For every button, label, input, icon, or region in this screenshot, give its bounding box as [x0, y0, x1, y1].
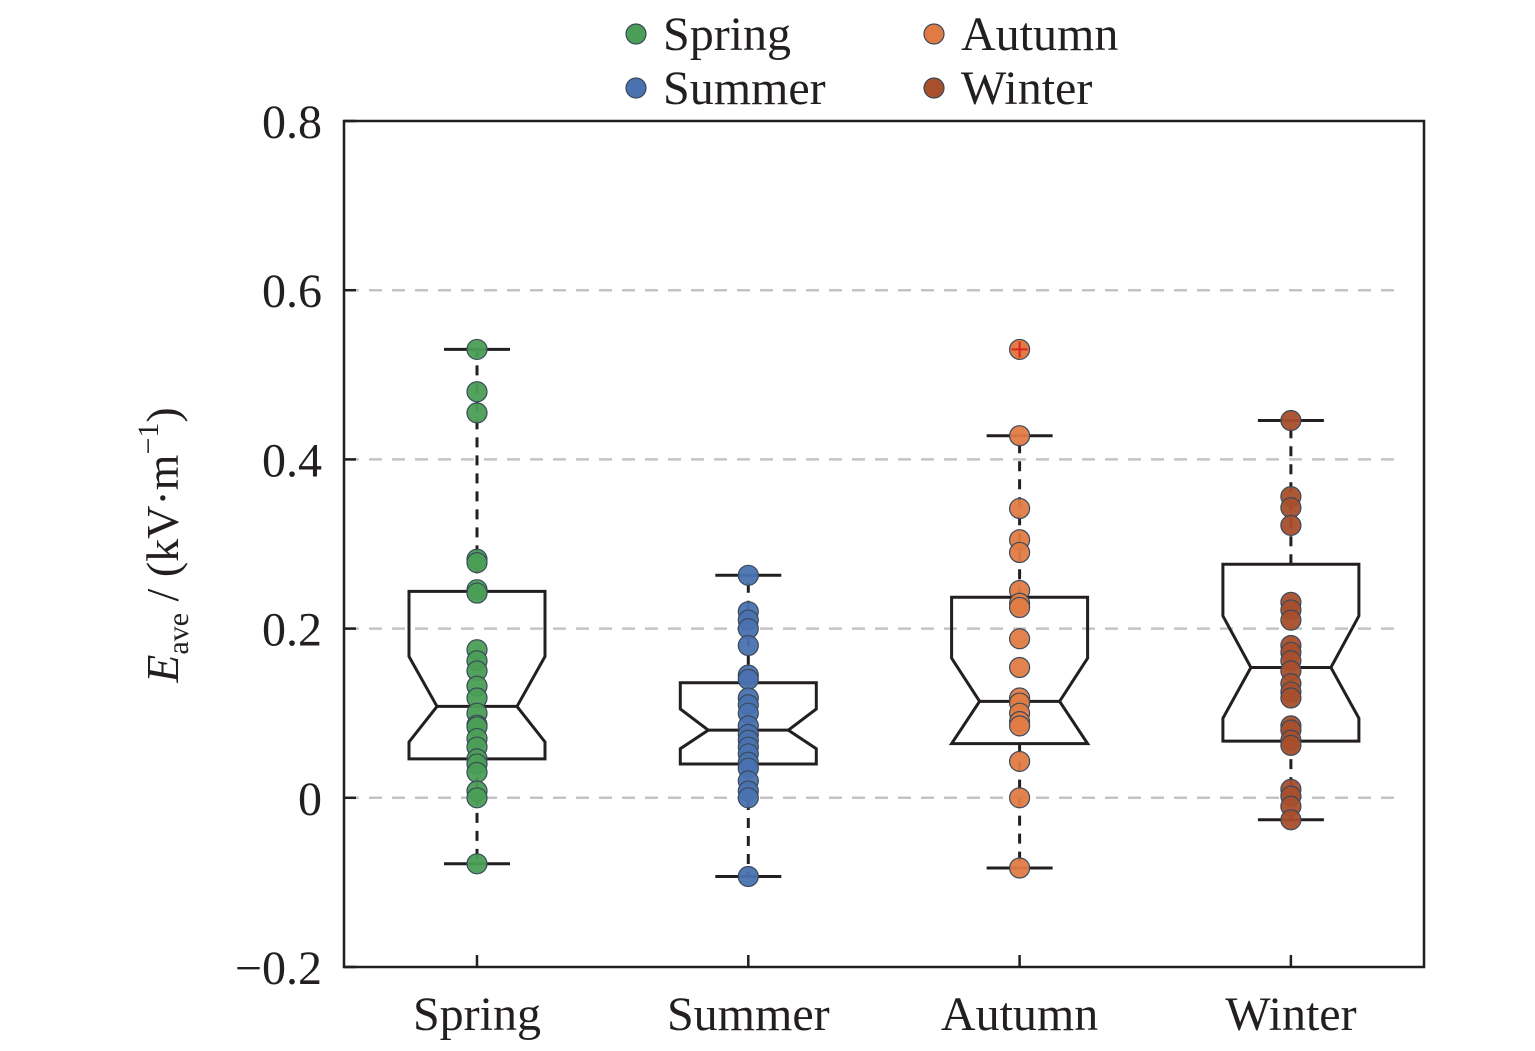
data-point-autumn	[1008, 857, 1031, 879]
data-point-summer	[737, 865, 759, 888]
data-point-autumn	[1008, 787, 1031, 809]
x-tick-label-spring: Spring	[413, 988, 541, 1041]
grid-lines	[346, 288, 1396, 800]
y-tick-label-4: 0.6	[262, 265, 322, 318]
data-point-winter	[1280, 687, 1302, 709]
y-axis-title-close: )	[137, 407, 188, 422]
data-point-autumn	[1008, 715, 1031, 737]
y-tick-label-3: 0.4	[262, 434, 322, 487]
data-point-winter	[1280, 409, 1302, 432]
x-tick-label-summer: Summer	[667, 988, 830, 1041]
data-point-winter	[1280, 514, 1302, 536]
legend-marker-winter	[923, 77, 945, 99]
y-axis-title-symbol: E	[137, 655, 188, 684]
data-point-summer	[737, 668, 759, 690]
y-tick-label-5: 0.8	[262, 96, 322, 149]
data-point-winter	[1280, 497, 1302, 519]
legend-marker-autumn	[923, 23, 945, 45]
data-point-autumn	[1008, 596, 1031, 619]
plot-area-frame	[342, 119, 1426, 969]
y-axis-title-exponent: −1	[132, 423, 165, 455]
data-point-spring	[466, 761, 488, 784]
data-point-spring	[466, 338, 488, 361]
notched-box-winter	[1221, 562, 1361, 743]
y-tick-label-0: −0.2	[235, 942, 322, 995]
data-point-autumn	[1008, 750, 1031, 773]
y-tick-label-1: 0	[298, 773, 322, 826]
notched-box-spring	[407, 589, 547, 761]
y-axis-title-subscript: ave	[162, 613, 195, 655]
data-points	[466, 338, 1302, 888]
data-point-autumn	[1008, 628, 1031, 650]
data-point-autumn	[1008, 541, 1031, 564]
legend-label-summer: Summer	[663, 62, 826, 115]
x-tick-label-autumn: Autumn	[941, 988, 1098, 1041]
data-point-spring	[466, 552, 488, 574]
legend-label-winter: Winter	[961, 62, 1092, 115]
notched-box-summer	[678, 681, 818, 766]
data-point-winter	[1280, 734, 1302, 756]
y-tick-label-2: 0.2	[262, 604, 322, 657]
data-point-autumn	[1008, 656, 1031, 679]
data-point-summer	[737, 787, 759, 809]
x-tick-label-winter: Winter	[1225, 988, 1356, 1041]
legend-label-autumn: Autumn	[961, 8, 1118, 61]
data-point-autumn	[1008, 425, 1031, 447]
legend-marker-summer	[625, 77, 647, 99]
data-point-summer	[737, 564, 759, 586]
data-point-spring	[466, 853, 488, 875]
data-point-winter	[1280, 809, 1302, 831]
data-point-spring	[466, 381, 488, 403]
data-point-spring	[466, 787, 488, 809]
y-axis-title-unit: / (kV·m	[137, 454, 188, 613]
data-point-spring	[466, 402, 488, 424]
notched-box-autumn	[948, 595, 1091, 746]
data-point-winter	[1280, 609, 1302, 631]
legend-label-spring: Spring	[663, 8, 791, 61]
data-point-autumn	[1008, 497, 1031, 520]
axes: −0.2 0 0.2 0.4 0.6 0.8 Spring Summer Autumn Winte…	[235, 96, 1357, 1041]
data-point-summer	[737, 634, 759, 657]
legend-marker-spring	[625, 23, 647, 45]
y-axis-title: Eave / (kV·m−1)	[132, 407, 195, 683]
data-point-spring	[466, 582, 488, 604]
